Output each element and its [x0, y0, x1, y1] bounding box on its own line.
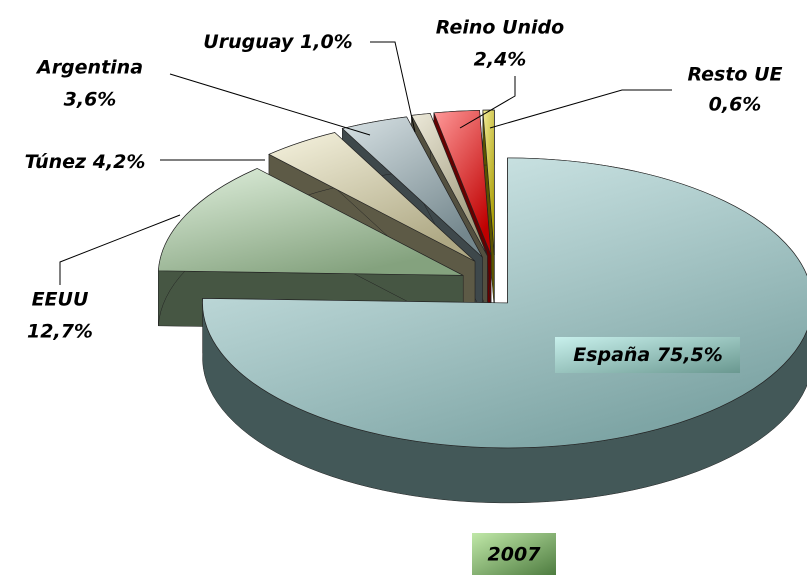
leader-line: [489, 89, 672, 129]
category-name: Reino Unido: [436, 17, 564, 39]
data-label: Uruguay 1,0%: [203, 31, 352, 53]
category-name: Argentina: [35, 57, 143, 79]
label-box: [555, 337, 740, 373]
value-label: 4,2%: [92, 151, 146, 173]
leader-line: [459, 76, 516, 129]
data-label: Túnez 4,2%: [25, 151, 146, 173]
data-label: España 75,5%: [573, 344, 723, 366]
title-box: [472, 533, 556, 575]
leader-line: [370, 41, 416, 133]
category-name: Túnez: [25, 151, 87, 173]
value-label: 75,5%: [657, 344, 723, 366]
value-label: 2,4%: [474, 49, 527, 71]
category-name: Resto UE: [687, 64, 782, 86]
category-name: España: [573, 344, 650, 366]
pie: [157, 109, 807, 504]
slice: [482, 109, 495, 256]
leader-line: [59, 214, 181, 285]
category-name: EEUU: [32, 289, 89, 311]
category-name: Uruguay: [203, 31, 295, 53]
slice: [433, 109, 492, 256]
slice-side: [202, 157, 807, 504]
value-label: 0,6%: [709, 94, 762, 116]
leader-line: [169, 73, 371, 136]
value-label: 3,6%: [64, 89, 117, 111]
slice: [157, 168, 464, 276]
slice: [202, 157, 807, 449]
slice: [341, 116, 483, 258]
chart-title: 2007: [488, 544, 542, 566]
value-label: 12,7%: [27, 321, 93, 343]
slice: [268, 132, 476, 262]
value-label: 1,0%: [300, 31, 353, 53]
